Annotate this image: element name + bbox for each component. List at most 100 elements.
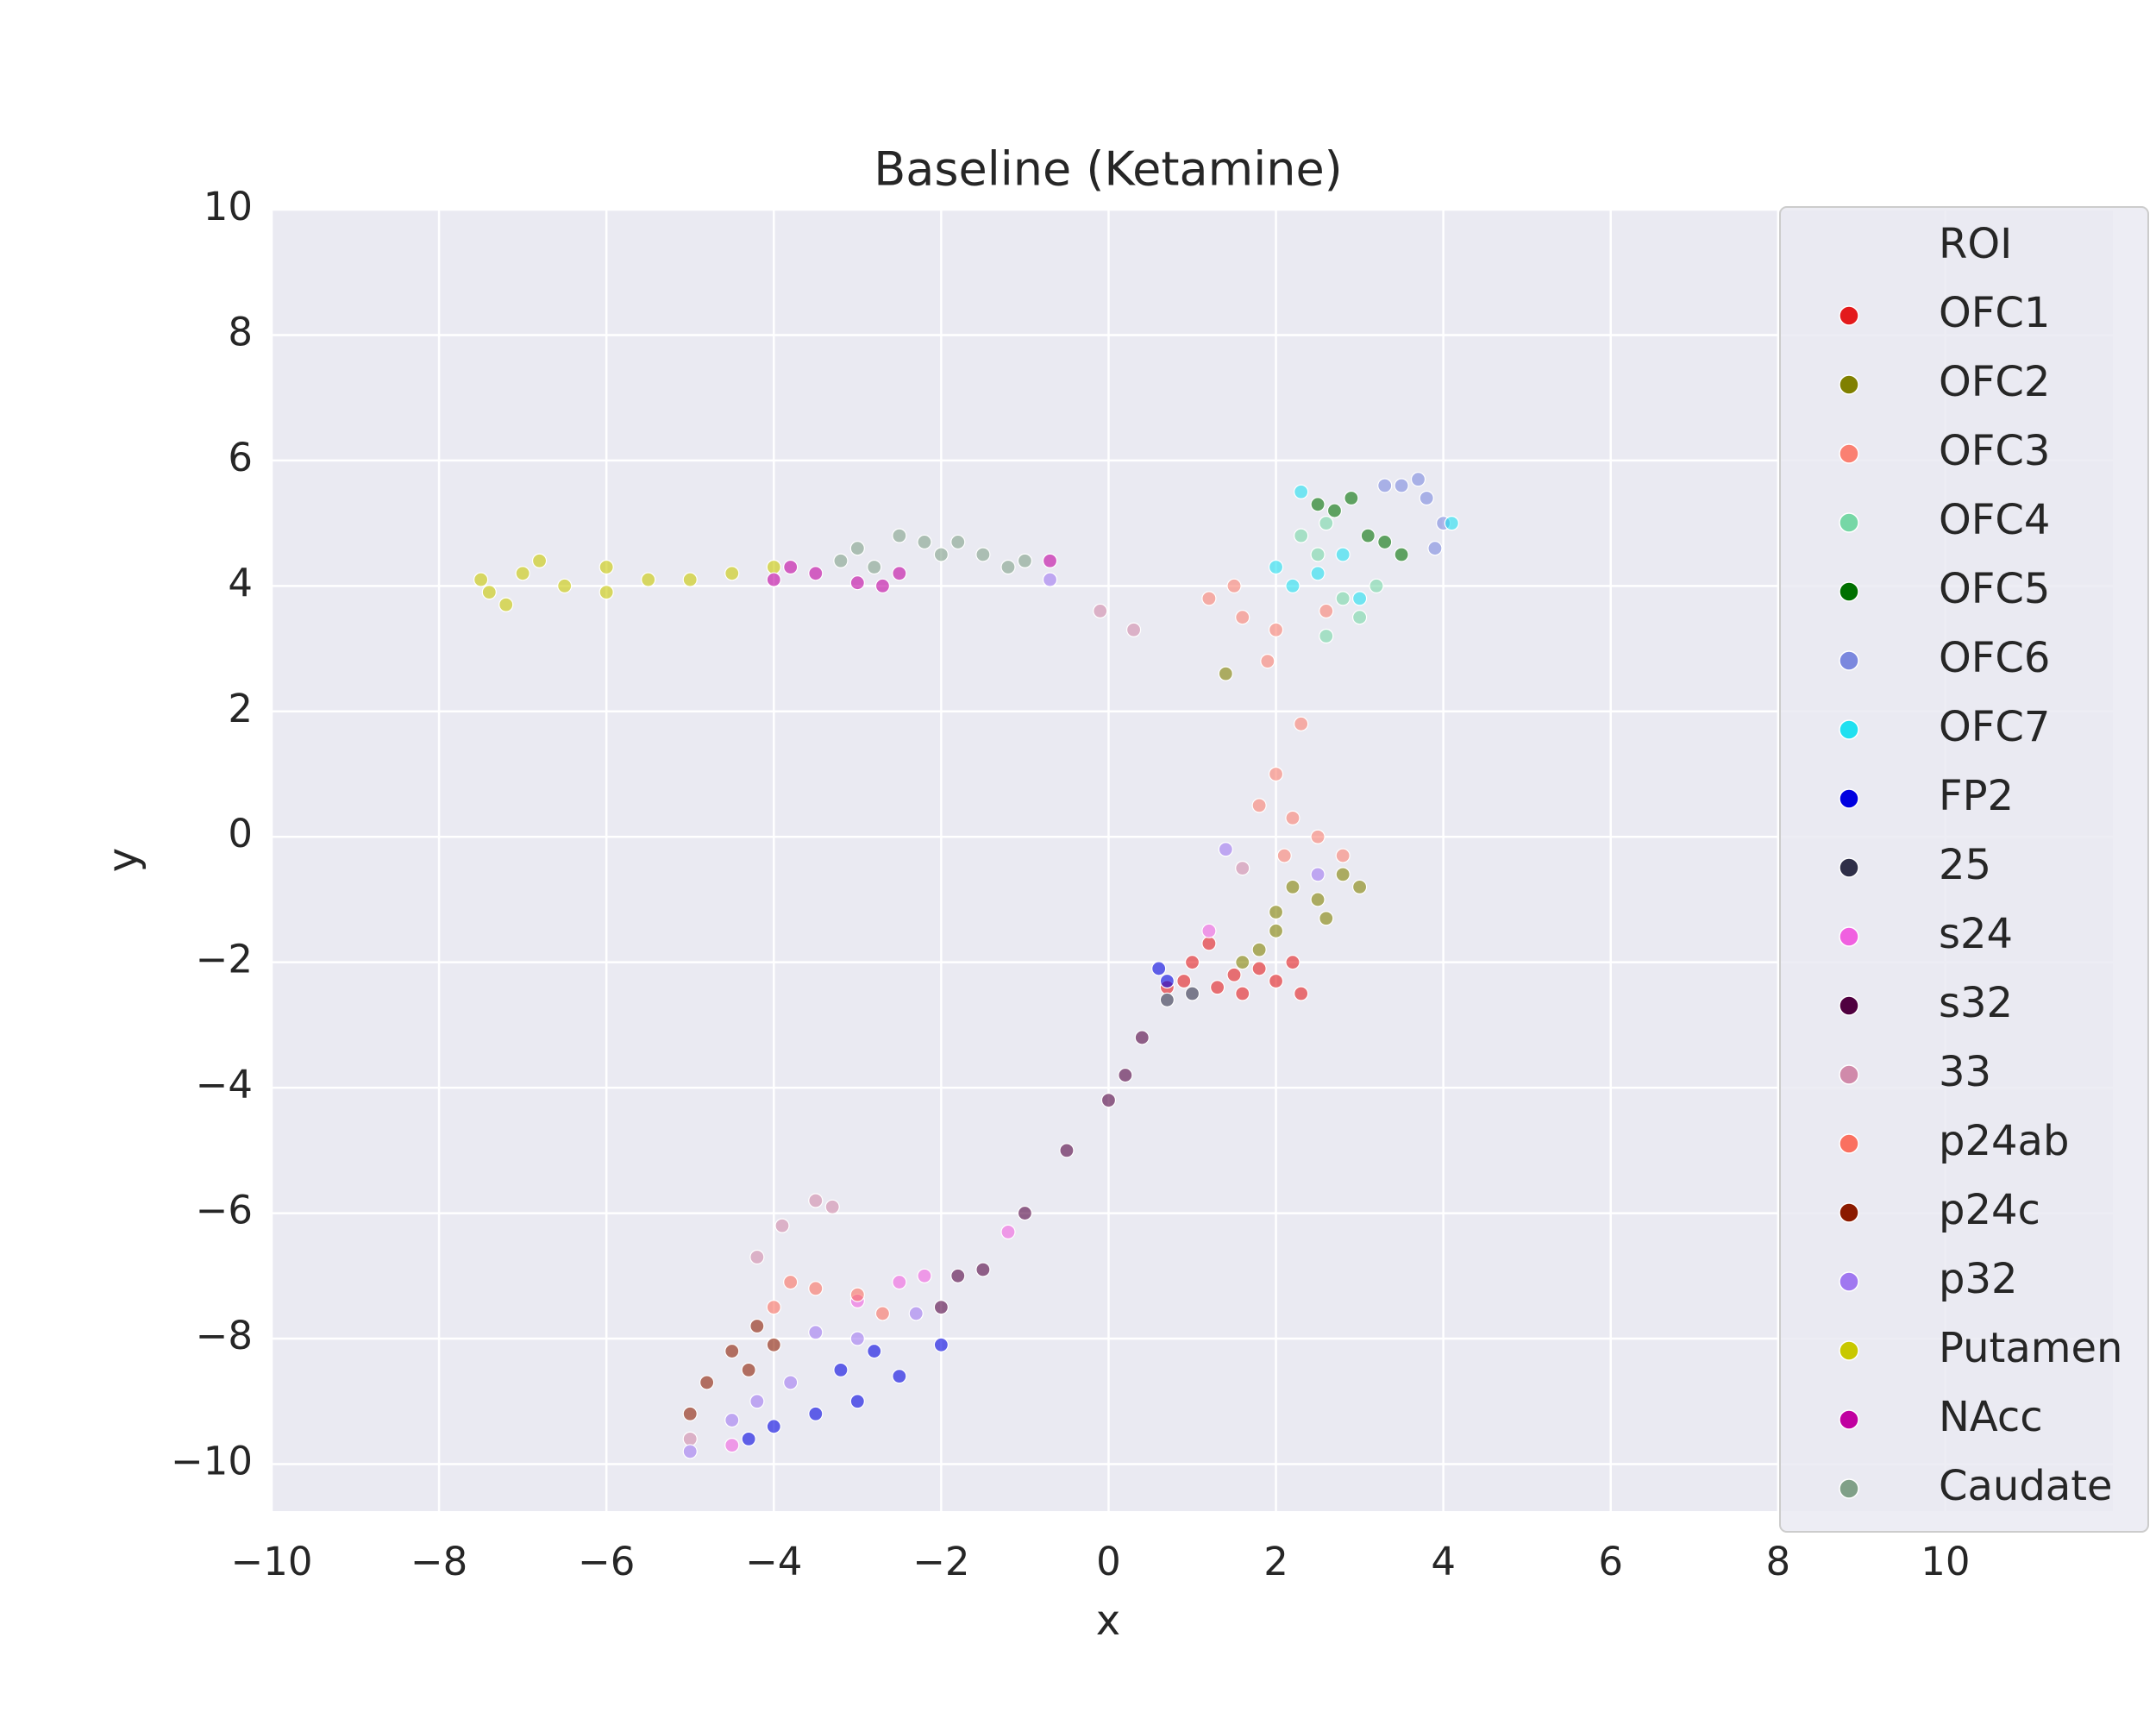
legend-label: OFC4 [1939, 496, 2050, 544]
point [1410, 472, 1426, 487]
point [1093, 603, 1108, 619]
point [1394, 547, 1409, 562]
legend-label: 25 [1939, 841, 1991, 889]
point [741, 1362, 756, 1377]
point [849, 1331, 865, 1346]
point [867, 1343, 882, 1359]
point [724, 1343, 740, 1359]
x-tick-label: −2 [912, 1539, 969, 1584]
y-tick-label: 2 [228, 686, 253, 731]
point [1310, 867, 1326, 882]
point [1335, 547, 1351, 562]
x-axis-label: x [1096, 1596, 1120, 1645]
points [473, 472, 1459, 1459]
point [1335, 867, 1351, 882]
y-tick-label: 0 [228, 811, 253, 856]
point [766, 572, 781, 587]
y-tick-label: −2 [196, 937, 253, 982]
point [1176, 973, 1192, 989]
point [824, 1199, 840, 1214]
point [1369, 578, 1384, 593]
point [1351, 591, 1368, 606]
point [783, 1375, 799, 1390]
point [874, 578, 891, 593]
point [1310, 497, 1326, 512]
y-tick-label: 4 [228, 560, 253, 605]
legend-marker [1839, 1064, 1859, 1085]
point [1335, 591, 1351, 606]
point [833, 1362, 849, 1377]
point [1285, 955, 1300, 970]
legend-marker [1839, 1133, 1859, 1154]
point [1235, 610, 1250, 625]
point [808, 1325, 824, 1340]
legend-label: OFC3 [1939, 427, 2050, 475]
legend-label: Putamen [1939, 1324, 2122, 1372]
x-tick-label: 8 [1765, 1539, 1790, 1584]
point [1260, 654, 1275, 669]
point [849, 541, 865, 556]
point [766, 559, 781, 575]
point [481, 585, 497, 600]
point [1285, 879, 1300, 895]
point [1326, 503, 1343, 518]
legend-marker [1839, 305, 1859, 326]
point [933, 547, 949, 562]
y-axis-label: y [99, 848, 147, 872]
point [1251, 961, 1267, 976]
point [808, 1193, 824, 1208]
point [1310, 892, 1326, 907]
point [908, 1306, 924, 1321]
legend-label: FP2 [1939, 772, 2014, 820]
legend-label: OFC5 [1939, 565, 2050, 613]
point [808, 1281, 824, 1296]
point [1251, 798, 1267, 813]
y-tick-label: −10 [171, 1438, 253, 1484]
legend-marker [1839, 581, 1859, 602]
point [1344, 490, 1359, 506]
point [833, 553, 849, 568]
x-tick-label: 2 [1263, 1539, 1288, 1584]
point [1042, 553, 1058, 568]
point [682, 1444, 698, 1459]
y-tick-label: 8 [228, 309, 253, 354]
point [766, 1419, 781, 1434]
point [1235, 986, 1250, 1001]
legend-label: NAcc [1939, 1393, 2043, 1441]
legend-label: OFC6 [1939, 634, 2050, 682]
point [1151, 961, 1167, 976]
point [867, 559, 882, 575]
legend-label: p32 [1939, 1255, 2018, 1303]
point [975, 1262, 991, 1277]
legend-label: s24 [1939, 910, 2013, 958]
point [1017, 1205, 1033, 1221]
point [599, 585, 614, 600]
legend-label: p24ab [1939, 1117, 2069, 1165]
point [1226, 578, 1242, 593]
point [874, 1306, 891, 1321]
point [1218, 842, 1233, 857]
point [849, 1287, 865, 1302]
point [1427, 541, 1443, 556]
point [1285, 810, 1300, 826]
point [1294, 484, 1309, 499]
legend-marker [1839, 926, 1859, 947]
legend-label: OFC2 [1939, 358, 2050, 406]
point [808, 1406, 824, 1421]
point [1351, 610, 1368, 625]
point [682, 1431, 698, 1446]
point [473, 572, 489, 587]
point [1294, 986, 1309, 1001]
point [1226, 967, 1242, 982]
point [783, 1274, 799, 1290]
legend-marker [1839, 995, 1859, 1016]
x-tick-label: −10 [231, 1539, 313, 1584]
point [1285, 578, 1300, 593]
point [917, 1268, 932, 1283]
y-tick-label: −6 [196, 1188, 253, 1233]
point [515, 566, 530, 581]
point [1319, 516, 1334, 531]
point [599, 559, 614, 575]
point [1377, 534, 1393, 550]
